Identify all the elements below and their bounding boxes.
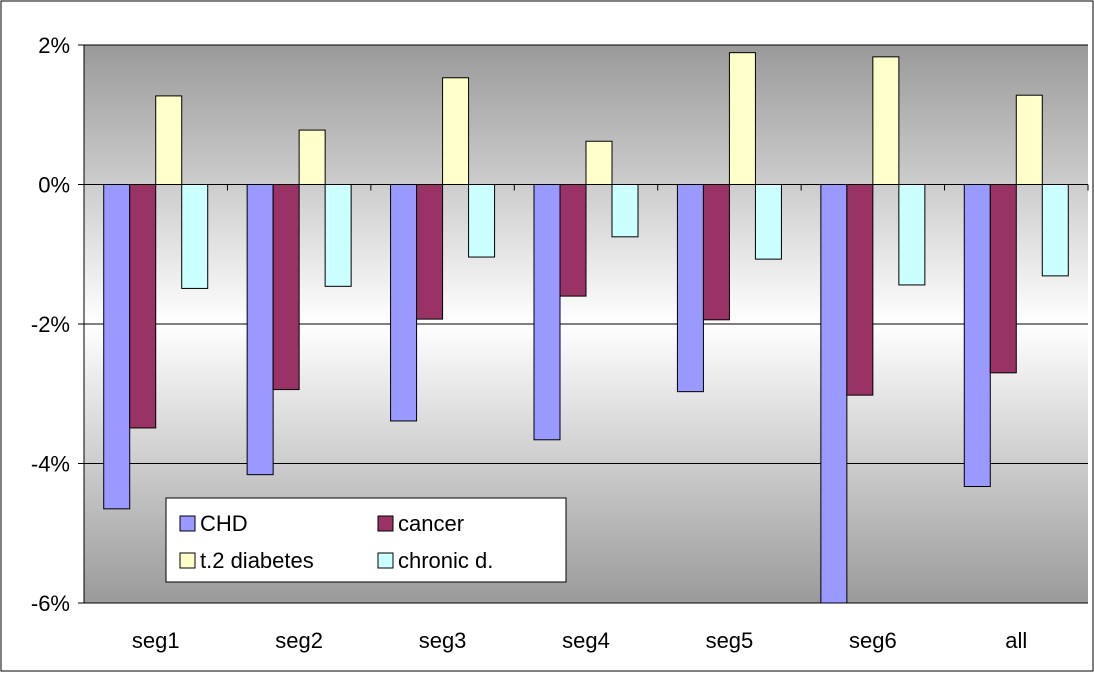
bar-cancer-seg1 — [129, 184, 157, 429]
bar-chronic-d-seg3 — [468, 184, 496, 258]
legend-swatch-t-2-diabetes — [179, 552, 196, 569]
bar-chronic-d-seg6 — [898, 184, 926, 286]
bar-t-2-diabetes-seg6 — [872, 56, 900, 185]
bar-t-2-diabetes-seg3 — [442, 77, 470, 185]
legend-swatch-cancer — [377, 515, 394, 532]
bar-chronic-d-seg1 — [181, 184, 209, 289]
y-tick-label: 2% — [38, 33, 70, 58]
legend-label-chd: CHD — [200, 511, 248, 536]
y-tick-label: -2% — [31, 312, 70, 337]
bar-cancer-seg6 — [846, 184, 874, 396]
legend-swatch-chd — [179, 515, 196, 532]
legend-box — [165, 497, 567, 583]
bar-t-2-diabetes-seg5 — [728, 52, 756, 185]
bar-t-2-diabetes-all — [1015, 94, 1043, 185]
bar-t-2-diabetes-seg4 — [585, 140, 613, 186]
axes — [78, 44, 1089, 604]
bar-cancer-seg5 — [702, 184, 730, 321]
bar-cancer-seg2 — [272, 184, 300, 391]
bar-chronic-d-seg4 — [611, 184, 639, 238]
legend-label-chronic-d: chronic d. — [398, 548, 493, 573]
bar-chronic-d-all — [1041, 184, 1069, 277]
bar-chronic-d-seg5 — [754, 184, 782, 260]
y-tick-label: 0% — [38, 173, 70, 198]
x-tick-label: seg1 — [132, 628, 180, 653]
x-tick-label: seg6 — [849, 628, 897, 653]
x-tick-label: seg3 — [419, 628, 467, 653]
bar-chd-all — [963, 184, 991, 488]
bar-chd-seg3 — [390, 184, 418, 422]
bar-cancer-seg4 — [559, 184, 587, 297]
bar-chd-seg1 — [103, 184, 131, 510]
bar-cancer-seg3 — [416, 184, 444, 320]
x-tick-label: seg5 — [706, 628, 754, 653]
bar-t-2-diabetes-seg1 — [155, 95, 183, 185]
bar-chd-seg2 — [246, 184, 274, 476]
tick-labels: 2% 0% -2% -4% -6% seg1 seg2 seg3 seg4 seg5 seg6 all — [31, 33, 1027, 653]
legend-label-t-2-diabetes: t.2 diabetes — [200, 548, 314, 573]
y-tick-label: -4% — [31, 452, 70, 477]
legend-swatch-chronic-d — [377, 552, 394, 569]
bar-chd-seg5 — [676, 184, 704, 393]
bar-cancer-all — [989, 184, 1017, 374]
bar-chronic-d-seg2 — [324, 184, 352, 287]
x-tick-label: seg2 — [275, 628, 323, 653]
legend-label-cancer: cancer — [398, 511, 464, 536]
y-tick-label: -6% — [31, 591, 70, 616]
x-tick-label: seg4 — [562, 628, 610, 653]
bars — [103, 52, 1069, 604]
bar-t-2-diabetes-seg2 — [298, 129, 326, 185]
bar-chd-seg4 — [533, 184, 561, 441]
bar-chd-seg6 — [820, 184, 848, 604]
legend: CHD cancer t.2 diabetes chronic d. — [165, 497, 567, 583]
x-tick-label: all — [1005, 628, 1027, 653]
